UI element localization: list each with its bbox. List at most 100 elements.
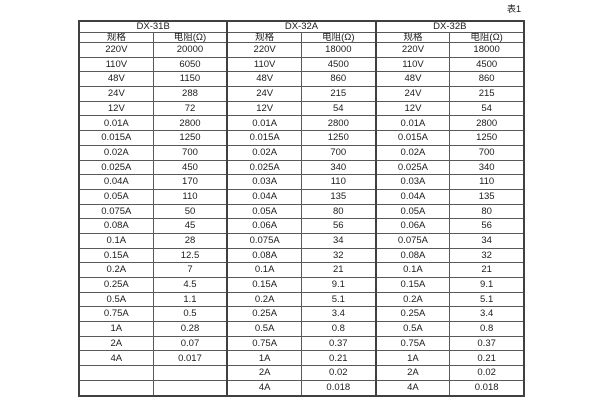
table-row: 0.05A 110 0.04A 135 0.04A 135 <box>78 188 525 205</box>
resistance-cell: 1250 <box>449 130 525 146</box>
spec-cell: 220V <box>374 42 451 58</box>
resistance-cell: 1.1 <box>152 291 228 308</box>
table-row: 0.15A 12.5 0.08A 32 0.08A 32 <box>78 247 525 264</box>
resistance-cell: 9.1 <box>300 277 377 293</box>
resistance-cell: 450 <box>152 159 228 176</box>
resistance-cell: 170 <box>152 174 228 190</box>
group-header-dx32a: DX-32A <box>226 20 377 33</box>
table-row: 4A 0.018 4A 0.018 <box>78 379 525 397</box>
resistance-column-header: 电阻(Ω) <box>300 31 377 43</box>
resistance-cell: 0.21 <box>449 350 525 367</box>
resistance-cell: 0.018 <box>449 379 525 397</box>
table-row: 0.25A 4.5 0.15A 9.1 0.15A 9.1 <box>78 277 525 293</box>
resistance-cell: 54 <box>300 100 377 117</box>
resistance-cell: 3.4 <box>300 306 377 323</box>
spec-cell: 0.08A <box>78 218 154 234</box>
table-row: 0.1A 28 0.075A 34 0.075A 34 <box>78 232 525 249</box>
resistance-cell: 0.28 <box>152 321 228 337</box>
resistance-cell: 110 <box>152 188 228 205</box>
spec-cell: 0.1A <box>226 262 302 278</box>
spec-cell: 0.05A <box>78 188 154 205</box>
resistance-cell: 0.8 <box>449 321 525 337</box>
spec-cell: 0.015A <box>226 130 302 146</box>
spec-cell: 0.5A <box>78 291 154 308</box>
spec-cell: 4A <box>374 379 451 397</box>
resistance-cell: 700 <box>152 144 228 161</box>
resistance-cell: 700 <box>449 144 525 161</box>
spec-cell: 0.015A <box>374 130 451 146</box>
spec-cell: 0.1A <box>374 262 451 278</box>
resistance-cell: 5.1 <box>300 291 377 308</box>
resistance-cell: 215 <box>300 86 377 102</box>
table-body: 220V 20000 220V 18000 220V 18000 110V 6050 110V 4… <box>78 42 525 397</box>
resistance-cell: 0.8 <box>300 321 377 337</box>
resistance-cell: 34 <box>300 232 377 249</box>
spec-cell: 0.15A <box>78 247 154 264</box>
group-header-dx31b: DX-31B <box>78 20 228 33</box>
resistance-cell: 54 <box>449 100 525 117</box>
resistance-cell: 4500 <box>449 56 525 73</box>
resistance-cell: 72 <box>152 100 228 117</box>
spec-cell: 0.075A <box>226 232 302 249</box>
resistance-cell: 32 <box>449 247 525 264</box>
resistance-cell: 340 <box>300 159 377 176</box>
spec-cell: 4A <box>226 379 302 397</box>
table-row: 4A 0.017 1A 0.21 1A 0.21 <box>78 350 525 367</box>
resistance-cell: 110 <box>300 174 377 190</box>
spec-cell: 0.03A <box>374 174 451 190</box>
spec-cell: 0.1A <box>78 232 154 249</box>
resistance-cell <box>152 365 228 381</box>
spec-cell: 0.02A <box>78 144 154 161</box>
spec-cell: 48V <box>226 71 302 88</box>
resistance-cell: 3.4 <box>449 306 525 323</box>
table-row: 0.2A 7 0.1A 21 0.1A 21 <box>78 262 525 278</box>
spec-cell: 0.75A <box>226 335 302 352</box>
table-row: 2A 0.07 0.75A 0.37 0.75A 0.37 <box>78 335 525 352</box>
spec-cell: 0.04A <box>226 188 302 205</box>
spec-cell: 2A <box>374 365 451 381</box>
resistance-cell: 860 <box>300 71 377 88</box>
resistance-cell: 20000 <box>152 42 228 58</box>
column-header-row: 规格 电阻(Ω) 规格 电阻(Ω) 规格 电阻(Ω) <box>78 31 525 43</box>
spec-cell: 1A <box>374 350 451 367</box>
resistance-cell <box>152 379 228 397</box>
spec-cell: 0.75A <box>374 335 451 352</box>
table-row: 0.08A 45 0.06A 56 0.06A 56 <box>78 218 525 234</box>
spec-cell: 220V <box>78 42 154 58</box>
spec-cell: 0.01A <box>78 115 154 132</box>
spec-cell: 0.04A <box>374 188 451 205</box>
spec-cell: 0.075A <box>374 232 451 249</box>
resistance-cell: 340 <box>449 159 525 176</box>
resistance-cell: 1150 <box>152 71 228 88</box>
resistance-cell: 12.5 <box>152 247 228 264</box>
spec-cell: 12V <box>374 100 451 117</box>
spec-cell: 0.01A <box>374 115 451 132</box>
resistance-cell: 0.37 <box>300 335 377 352</box>
spec-cell: 0.75A <box>78 306 154 323</box>
table-row: 0.075A 50 0.05A 80 0.05A 80 <box>78 203 525 220</box>
spec-cell: 0.08A <box>374 247 451 264</box>
table-row: 2A 0.02 2A 0.02 <box>78 365 525 381</box>
spec-cell: 0.05A <box>374 203 451 220</box>
table-row: 0.015A 1250 0.015A 1250 0.015A 1250 <box>78 130 525 146</box>
resistance-cell: 4.5 <box>152 277 228 293</box>
resistance-cell: 0.21 <box>300 350 377 367</box>
resistance-cell: 135 <box>449 188 525 205</box>
resistance-cell: 0.018 <box>300 379 377 397</box>
spec-cell: 0.03A <box>226 174 302 190</box>
spec-cell: 0.04A <box>78 174 154 190</box>
spec-cell: 24V <box>78 86 154 102</box>
resistance-cell: 2800 <box>300 115 377 132</box>
spec-cell: 0.02A <box>374 144 451 161</box>
spec-cell: 0.015A <box>78 130 154 146</box>
spec-cell: 110V <box>78 56 154 73</box>
resistance-cell: 0.02 <box>300 365 377 381</box>
spec-cell <box>78 379 154 397</box>
resistance-cell: 18000 <box>449 42 525 58</box>
spec-cell: 24V <box>374 86 451 102</box>
resistance-cell: 5.1 <box>449 291 525 308</box>
spec-cell: 2A <box>78 335 154 352</box>
spec-cell: 0.025A <box>226 159 302 176</box>
spec-cell: 0.2A <box>374 291 451 308</box>
spec-column-header: 规格 <box>226 31 302 43</box>
